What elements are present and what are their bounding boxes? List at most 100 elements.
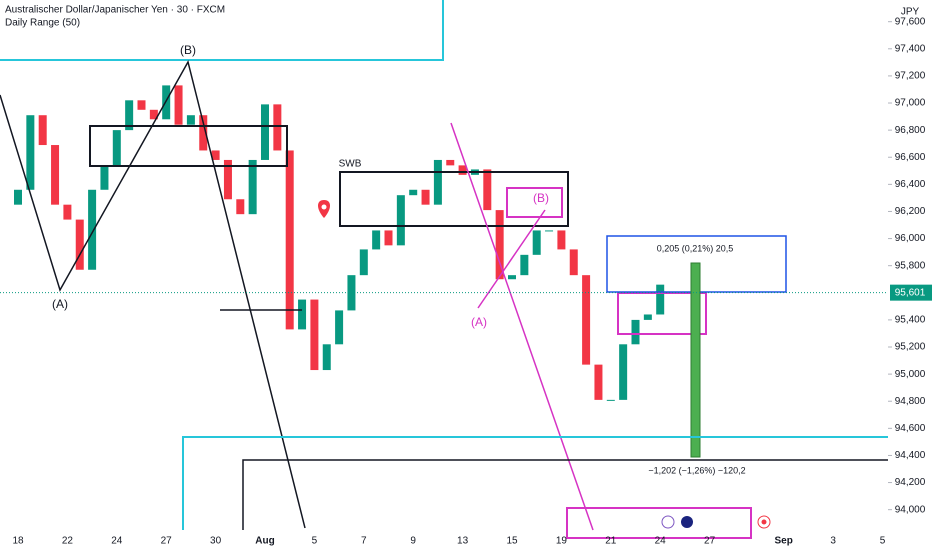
wave-line	[0, 59, 306, 529]
magenta-box	[566, 507, 752, 539]
x-tick-label: Sep	[775, 536, 793, 547]
drawings	[0, 0, 888, 539]
candle	[88, 189, 97, 270]
candle	[38, 115, 47, 146]
candle	[606, 399, 615, 401]
candle	[631, 319, 640, 345]
candle	[174, 85, 183, 125]
candle	[186, 115, 195, 125]
measure-label: 0,205 (0,21%) 20,5	[657, 243, 734, 253]
candle	[545, 230, 554, 232]
last-price-box	[890, 284, 932, 301]
cyan-box	[0, 0, 444, 61]
x-tick-label: 22	[62, 536, 74, 547]
y-tick-label: 97,200	[895, 71, 926, 82]
cyan-level	[182, 436, 888, 530]
y-tick-label: 97,400	[895, 43, 926, 54]
candle	[458, 165, 467, 175]
y-tick-label: 94,000	[895, 504, 926, 515]
y-tick-label: 95,800	[895, 260, 926, 271]
candle	[322, 344, 331, 371]
x-tick-label: 18	[12, 536, 24, 547]
candle	[51, 145, 60, 205]
y-tick-label: 96,200	[895, 206, 926, 217]
x-tick-label: 5	[312, 536, 318, 547]
candle	[298, 299, 307, 330]
chart-title: Australischer Dollar/Japanischer Yen · 3…	[5, 5, 225, 16]
candle	[421, 189, 430, 205]
candle	[446, 159, 455, 166]
candle	[149, 109, 158, 120]
magenta-line	[477, 209, 546, 309]
x-tick-label: 3	[830, 536, 836, 547]
indicator-name: Daily Range (50)	[5, 18, 80, 29]
zone-box	[89, 125, 288, 167]
candle	[261, 104, 269, 160]
candle	[384, 230, 393, 246]
x-tick-label: 9	[410, 536, 416, 547]
candle	[14, 189, 22, 205]
candle	[396, 195, 405, 246]
candle	[75, 219, 84, 270]
candle	[643, 314, 652, 320]
candle	[520, 254, 529, 276]
magenta-line	[450, 122, 594, 531]
y-tick-label: 96,600	[895, 152, 926, 163]
candle	[569, 249, 578, 276]
x-tick-label: 13	[457, 536, 469, 547]
candle	[582, 275, 591, 365]
candle	[409, 189, 418, 196]
candle	[223, 159, 232, 200]
candle	[137, 100, 146, 110]
x-tick-label: 21	[605, 536, 617, 547]
x-tick-label: Aug	[255, 536, 274, 547]
candle	[532, 230, 541, 255]
event-icon	[661, 515, 675, 529]
candle	[310, 299, 319, 371]
y-tick-label: 94,800	[895, 396, 926, 407]
candle	[199, 115, 208, 151]
event-icon	[757, 515, 771, 529]
y-tick-label: 95,400	[895, 315, 926, 326]
y-tick-label: 96,400	[895, 179, 926, 190]
candle	[656, 284, 665, 315]
wave-label: (A)	[471, 315, 487, 329]
wave-label: (B)	[180, 43, 196, 57]
candle	[112, 130, 121, 166]
candle	[211, 150, 220, 160]
x-tick-label: 19	[556, 536, 568, 547]
magenta-box	[617, 292, 707, 335]
y-tick-label: 97,600	[895, 16, 926, 27]
black-level	[242, 459, 888, 530]
x-tick-label: 30	[210, 536, 222, 547]
magenta-box	[506, 187, 563, 218]
candle	[273, 104, 282, 151]
candle	[619, 344, 628, 400]
candle	[508, 275, 516, 280]
candle	[359, 249, 368, 276]
x-tick-label: 24	[111, 536, 123, 547]
flag-icon	[681, 516, 693, 528]
x-tick-label: 5	[880, 536, 886, 547]
candle	[557, 230, 566, 250]
y-tick-label: 94,600	[895, 423, 926, 434]
y-tick-label: 95,000	[895, 369, 926, 380]
candle	[26, 115, 35, 190]
currency: JPY	[901, 7, 920, 18]
x-tick-label: 27	[161, 536, 173, 547]
candle	[63, 204, 72, 220]
measure-label: −1,202 (−1,26%) −120,2	[648, 465, 745, 475]
candle	[125, 100, 134, 131]
candle	[248, 159, 257, 215]
x-tick-label: 7	[361, 536, 367, 547]
wave-label: (A)	[52, 297, 68, 311]
x-tick-label: 15	[506, 536, 518, 547]
candle	[236, 199, 245, 215]
candle	[483, 169, 492, 211]
candle	[433, 159, 442, 205]
pin-dot	[321, 204, 327, 210]
candle	[594, 364, 603, 400]
candle	[495, 210, 504, 280]
